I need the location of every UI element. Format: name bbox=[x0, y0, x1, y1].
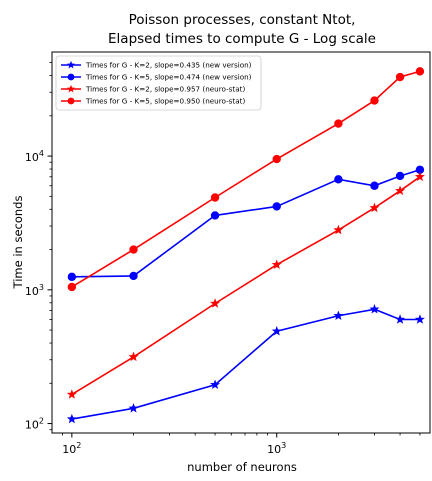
plot-series bbox=[66, 67, 425, 424]
data-point bbox=[395, 314, 406, 324]
legend-entry-1: Times for G - K=2, slope=0.435 (new vers… bbox=[85, 61, 252, 70]
y-tick-label: 102 bbox=[25, 417, 44, 432]
data-point bbox=[66, 413, 77, 424]
data-point bbox=[128, 403, 139, 413]
data-point bbox=[369, 304, 380, 314]
plot-frame bbox=[51, 51, 431, 434]
data-point bbox=[272, 154, 281, 164]
chart-title: Poisson processes, constant Ntot, bbox=[129, 12, 356, 28]
data-point bbox=[128, 351, 139, 362]
data-point bbox=[369, 202, 380, 213]
data-point bbox=[210, 193, 220, 202]
legend-swatch-marker bbox=[67, 97, 75, 105]
legend-entry-3: Times for G - K=2, slope=0.957 (neuro-st… bbox=[85, 85, 245, 94]
x-tick-label: 102 bbox=[62, 441, 81, 456]
series-line bbox=[71, 176, 421, 396]
data-point bbox=[66, 389, 77, 399]
series-line bbox=[71, 70, 421, 288]
legend-swatch-marker bbox=[66, 84, 76, 93]
x-tick-label: 103 bbox=[267, 441, 286, 456]
series-1 bbox=[66, 304, 425, 424]
legend-swatch-marker bbox=[67, 73, 75, 81]
y-tick-label: 104 bbox=[25, 149, 44, 164]
axis-ticks: 102 103 102 103 104 bbox=[25, 62, 421, 456]
data-point bbox=[67, 282, 77, 292]
data-point bbox=[395, 171, 405, 181]
data-point bbox=[370, 96, 379, 105]
data-point bbox=[129, 245, 138, 254]
x-axis-label: number of neurons bbox=[187, 460, 297, 474]
data-point bbox=[210, 379, 221, 390]
series-2 bbox=[67, 165, 425, 282]
data-point bbox=[333, 310, 344, 320]
data-point bbox=[271, 326, 282, 336]
data-point bbox=[271, 259, 282, 269]
data-point bbox=[129, 271, 138, 281]
data-point bbox=[272, 202, 281, 211]
legend-entry-4: Times for G - K=5, slope=0.950 (neuro-st… bbox=[85, 97, 245, 106]
data-point bbox=[333, 224, 344, 235]
y-tick-label: 103 bbox=[25, 283, 44, 298]
y-axis-label: Time in seconds bbox=[11, 196, 25, 290]
data-point bbox=[210, 298, 221, 308]
data-point bbox=[334, 175, 343, 184]
data-point bbox=[415, 67, 425, 76]
legend-entry-2: Times for G - K=5, slope=0.474 (new vers… bbox=[85, 73, 252, 82]
legend-swatch-marker bbox=[66, 60, 76, 69]
data-point bbox=[395, 185, 406, 196]
data-point bbox=[210, 211, 220, 220]
data-point bbox=[415, 165, 425, 174]
data-point bbox=[370, 181, 379, 190]
data-point bbox=[67, 272, 77, 282]
data-point bbox=[334, 119, 343, 128]
data-point bbox=[414, 171, 425, 182]
series-line bbox=[71, 168, 421, 278]
series-4 bbox=[67, 67, 425, 292]
series-3 bbox=[66, 171, 425, 399]
data-point bbox=[395, 72, 405, 82]
series-line bbox=[71, 308, 420, 420]
data-point bbox=[414, 314, 425, 324]
legend-box bbox=[55, 55, 262, 111]
legend: Times for G - K=2, slope=0.435 (new vers… bbox=[55, 55, 262, 111]
chart-subtitle: Elapsed times to compute G - Log scale bbox=[108, 31, 376, 47]
